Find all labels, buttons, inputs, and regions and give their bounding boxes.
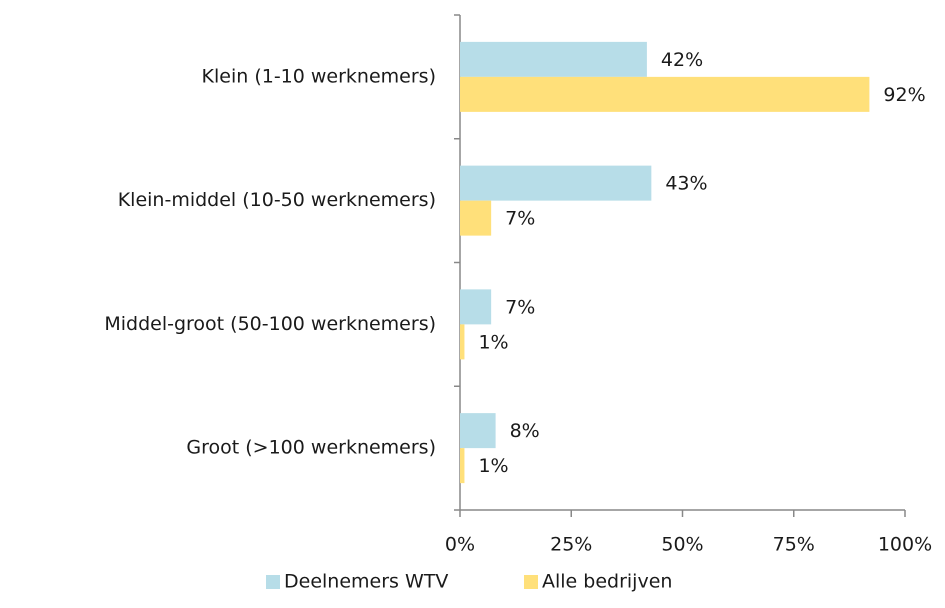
bar	[460, 289, 492, 325]
x-tick-label: 50%	[661, 534, 703, 556]
data-label: 42%	[661, 49, 703, 71]
legend-swatch	[266, 575, 280, 589]
bar	[460, 448, 465, 484]
x-tick-label: 25%	[550, 534, 592, 556]
data-label: 43%	[665, 173, 707, 195]
y-tick-label: Klein (1-10 werknemers)	[202, 65, 436, 87]
bar	[460, 200, 492, 236]
x-tick-label: 100%	[878, 534, 932, 556]
bar	[460, 324, 465, 360]
data-label: 8%	[510, 420, 540, 442]
legend-label: Alle bedrijven	[542, 571, 672, 593]
bar	[460, 41, 647, 77]
x-tick-label: 0%	[445, 534, 475, 556]
y-tick-label: Middel-groot (50-100 werknemers)	[104, 313, 436, 335]
legend-swatch	[524, 575, 538, 589]
data-label: 7%	[505, 296, 535, 318]
bar	[460, 165, 652, 201]
bar	[460, 76, 870, 112]
bar	[460, 413, 496, 449]
data-label: 1%	[478, 455, 508, 477]
data-label: 92%	[883, 84, 925, 106]
legend-label: Deelnemers WTV	[284, 571, 448, 593]
x-tick-label: 75%	[773, 534, 815, 556]
y-tick-label: Klein-middel (10-50 werknemers)	[118, 189, 436, 211]
data-label: 1%	[478, 331, 508, 353]
y-tick-label: Groot (>100 werknemers)	[186, 437, 436, 459]
data-label: 7%	[505, 208, 535, 230]
